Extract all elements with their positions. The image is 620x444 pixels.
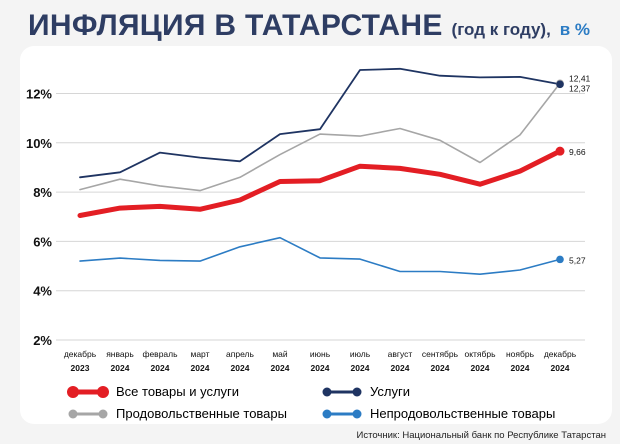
x-tick-label-month: май bbox=[272, 349, 288, 359]
y-tick-label: 12% bbox=[26, 86, 52, 101]
x-tick-label-month: декабрь bbox=[544, 349, 577, 359]
series-line-all bbox=[77, 148, 563, 218]
legend-label-food: Продовольственные товары bbox=[116, 406, 287, 421]
y-tick-label: 10% bbox=[26, 136, 52, 151]
legend-item-nonfood: Непродовольственные товары bbox=[322, 406, 555, 421]
legend-swatch-all bbox=[67, 385, 109, 398]
x-tick-label-year: 2024 bbox=[311, 363, 330, 373]
x-tick-label-month: сентябрь bbox=[422, 349, 459, 359]
x-tick-label-month: апрель bbox=[226, 349, 254, 359]
x-tick-label-year: 2024 bbox=[471, 363, 490, 373]
x-tick-label-month: март bbox=[190, 349, 209, 359]
x-tick-label-month: июнь bbox=[310, 349, 331, 359]
x-tick-label-month: декабрь bbox=[64, 349, 97, 359]
line-chart: 2% 4% 6% 8% 10% 12% декабрь 2023 январь 2024 февр… bbox=[26, 67, 591, 373]
series-line-nonfood bbox=[79, 236, 561, 275]
grid-lines bbox=[56, 92, 585, 341]
y-tick-label: 4% bbox=[33, 284, 52, 299]
x-tick-label-year: 2024 bbox=[431, 363, 450, 373]
x-tick-label-year: 2024 bbox=[511, 363, 530, 373]
x-tick-label-year: 2024 bbox=[551, 363, 570, 373]
legend-item-all: Все товары и услуги bbox=[67, 384, 240, 399]
y-axis-tick-labels: 2% 4% 6% 8% 10% 12% bbox=[26, 86, 52, 348]
x-tick-label-month: август bbox=[388, 349, 413, 359]
x-tick-label-month: январь bbox=[106, 349, 134, 359]
legend-item-food: Продовольственные товары bbox=[68, 406, 287, 421]
x-tick-label-year: 2024 bbox=[191, 363, 210, 373]
end-label-all: 9,66 bbox=[569, 147, 586, 157]
chart-title-subtitle: (год к году), bbox=[451, 20, 551, 39]
end-label-services: 12,37 bbox=[569, 83, 591, 93]
x-tick-label-year: 2023 bbox=[71, 363, 90, 373]
x-axis-tick-labels: декабрь 2023 январь 2024 февраль 2024 март 2024… bbox=[64, 349, 577, 373]
series-lines bbox=[77, 67, 563, 275]
legend-item-services: Услуги bbox=[322, 384, 410, 399]
x-tick-label-month: ноябрь bbox=[506, 349, 535, 359]
x-tick-label-year: 2024 bbox=[271, 363, 290, 373]
x-tick-label-year: 2024 bbox=[231, 363, 250, 373]
source-note: Источник: Национальный банк по Республик… bbox=[356, 430, 606, 441]
series-line-services bbox=[79, 67, 561, 179]
series-end-points bbox=[555, 79, 565, 264]
end-point-nonfood bbox=[556, 255, 564, 264]
end-label-nonfood: 5,27 bbox=[569, 255, 586, 265]
legend-label-nonfood: Непродовольственные товары bbox=[370, 406, 556, 421]
x-tick-label-year: 2024 bbox=[111, 363, 130, 373]
legend-swatch-services bbox=[322, 386, 362, 398]
x-tick-label-year: 2024 bbox=[391, 363, 410, 373]
series-line-food bbox=[79, 82, 561, 192]
y-tick-label: 8% bbox=[33, 185, 52, 200]
x-tick-label-month: февраль bbox=[142, 349, 178, 359]
y-tick-label: 6% bbox=[33, 234, 52, 249]
chart-title: ИНФЛЯЦИЯ В ТАТАРСТАНЕ (год к году), в % bbox=[28, 6, 590, 48]
x-tick-label-month: июль bbox=[350, 349, 371, 359]
legend-label-services: Услуги bbox=[370, 384, 410, 399]
legend-swatch-nonfood bbox=[322, 408, 362, 420]
legend-swatch-food bbox=[68, 408, 108, 420]
x-tick-label-year: 2024 bbox=[351, 363, 370, 373]
end-point-services bbox=[556, 80, 564, 89]
chart-title-unit: в % bbox=[559, 20, 590, 39]
x-tick-label-year: 2024 bbox=[151, 363, 170, 373]
chart-card: 2% 4% 6% 8% 10% 12% декабрь 2023 январь 2024 февр… bbox=[20, 46, 612, 424]
y-tick-label: 2% bbox=[33, 333, 52, 348]
end-point-all bbox=[555, 146, 565, 156]
x-tick-label-month: октябрь bbox=[464, 349, 496, 359]
chart-title-main: ИНФЛЯЦИЯ В ТАТАРСТАНЕ bbox=[28, 9, 443, 42]
end-label-food: 12,41 bbox=[569, 73, 591, 83]
legend-label-all: Все товары и услуги bbox=[116, 384, 240, 399]
